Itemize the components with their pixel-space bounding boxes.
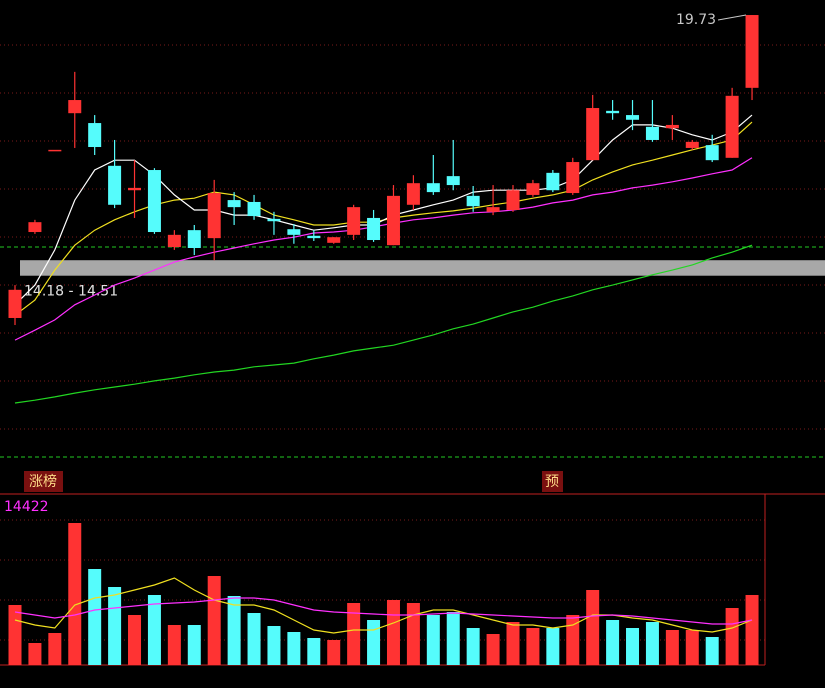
candle-body [207,193,221,239]
volume-ma-line [14,577,753,634]
volume-bar [606,620,620,665]
candle-body [327,237,341,243]
candle-body [426,183,440,193]
candle-body [626,115,640,120]
candle-body [546,172,560,191]
candle-body [566,162,580,194]
candle-body [645,126,659,140]
high-label: 19.73 [676,12,716,28]
candle-body [685,141,699,148]
volume-bar [347,603,361,665]
marker: 涨榜 [29,473,57,490]
volume-readout: 14422 [4,499,49,515]
volume-bar [28,643,42,665]
volume-bar [506,622,520,665]
candle-body [506,190,520,210]
volume-bar [88,569,102,665]
volume-bar [586,590,600,665]
candle-body [307,235,321,239]
candle-body [705,145,719,161]
candle-body [88,123,102,148]
volume-ma-line [14,597,753,625]
volume-bar [147,595,161,665]
volume-bar [247,613,261,665]
candle-body [48,149,62,152]
ma-line [14,114,753,306]
volume-bar [108,587,122,665]
candle-body [187,230,201,248]
candle-body [287,229,301,235]
candle-body [108,165,122,205]
volume-bar [48,633,62,665]
volume-bar [367,620,381,665]
candle-body [167,234,181,248]
volume-bar [207,576,221,665]
volume-bar [128,615,142,665]
volume-bar [287,632,301,665]
volume-bar [546,628,560,665]
candle-body [725,95,739,158]
candle-body [247,201,261,217]
ma-line [14,157,753,341]
candle-body [347,207,361,235]
candle-body [665,124,679,129]
volume-bar [307,638,321,665]
candle-body [406,183,420,205]
volume-bar [665,630,679,665]
candle-body [147,170,161,233]
volume-bar [8,605,22,665]
volume-bar [267,626,281,665]
volume-bar [406,603,420,665]
band-label: 14.18 - 14.51 [24,284,118,300]
candle-body [606,110,620,114]
candle-body [68,100,82,114]
volume-bar [167,625,181,665]
candle-body [386,195,400,246]
high-pointer [717,14,747,21]
volume-bar [705,637,719,665]
volume-bar [626,628,640,665]
volume-bar [426,615,440,665]
volume-bar [685,630,699,665]
volume-bar [68,523,82,665]
volume-bar [187,625,201,665]
candle-body [128,187,142,191]
marker-box [24,471,63,492]
candle-body [526,183,540,195]
candle-body [486,207,500,212]
volume-bar [386,600,400,665]
candle-body [745,15,759,88]
volume-bar [486,634,500,665]
volume-bar [526,628,540,665]
volume-bar [446,612,460,665]
candle-body [466,195,480,207]
marker: 预 [545,474,559,490]
candle-body [367,217,381,241]
marker-box [542,471,563,492]
volume-bar [327,640,341,665]
candle-body [227,200,241,208]
volume-bar [566,615,580,665]
volume-bar [745,594,759,665]
candle-body [586,108,600,161]
ma-line [14,244,753,404]
candle-body [446,176,460,186]
candle-body [8,289,22,318]
candle-body [28,222,42,233]
volume-bar [466,628,480,665]
candle-body [267,218,281,222]
volume-bar [645,622,659,665]
volume-bar [725,608,739,665]
price-band [20,260,825,276]
volume-bar [227,596,241,665]
